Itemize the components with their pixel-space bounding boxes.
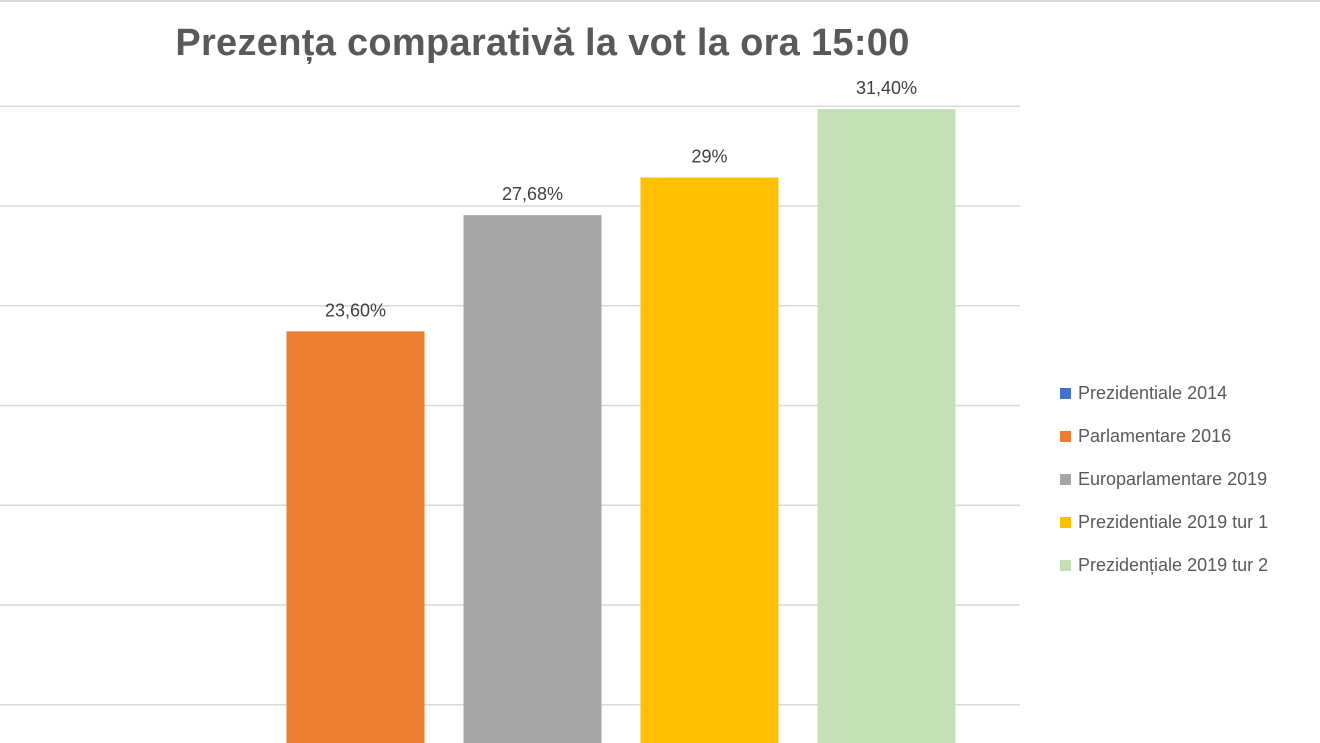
bar-3 [463,215,602,743]
legend-item-5: Prezidențiale 2019 tur 2 [1060,544,1315,587]
data-label-4: 29% [691,147,727,167]
legend-item-4: Prezidentiale 2019 tur 1 [1060,501,1315,544]
bar-5 [817,109,956,743]
data-label-3: 27,68% [502,184,563,204]
bar-2 [286,331,425,743]
legend-label: Prezidentiale 2014 [1078,383,1228,403]
legend-swatch [1060,517,1071,528]
legend-swatch [1060,560,1071,571]
chart-title: Prezența comparativă la vot la ora 15:00 [175,22,910,64]
legend-item-1: Prezidentiale 2014 [1060,372,1315,415]
bar-4 [640,177,779,743]
legend-swatch [1060,474,1071,485]
chart-legend: Prezidentiale 2014 Parlamentare 2016 Europ… [1060,372,1315,587]
legend-item-2: Parlamentare 2016 [1060,415,1315,458]
legend-label: Prezidentiale 2019 tur 1 [1078,512,1269,532]
legend-swatch [1060,388,1071,399]
top-border [0,0,1320,2]
legend-label: Europarlamentare 2019 [1078,469,1268,489]
data-label-2: 23,60% [325,300,386,320]
data-label-5: 31,40% [856,78,917,98]
legend-label: Prezidențiale 2019 tur 2 [1078,555,1269,575]
legend-swatch [1060,431,1071,442]
legend-item-3: Europarlamentare 2019 [1060,458,1315,501]
legend-label: Parlamentare 2016 [1078,426,1232,446]
